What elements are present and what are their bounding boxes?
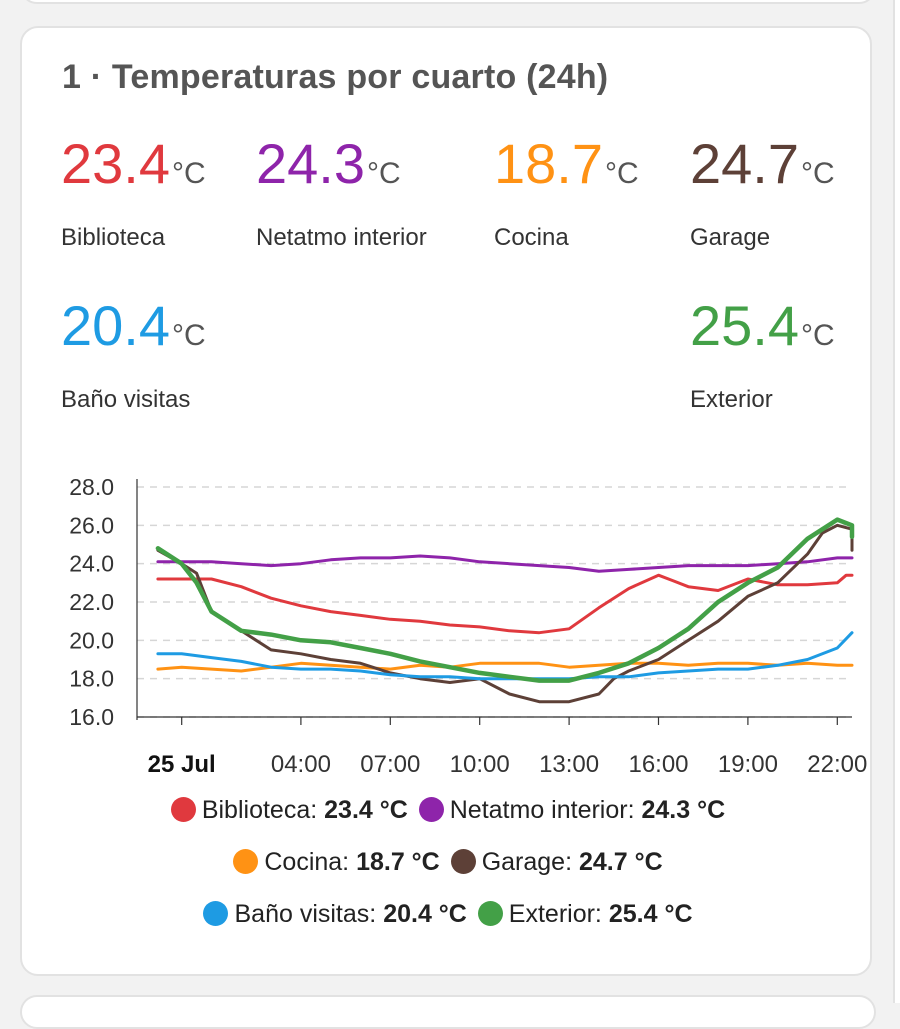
x-tick-label: 25 Jul: [148, 751, 216, 778]
reading-label: Biblioteca: [61, 224, 166, 251]
series-line-exterior: [155, 517, 855, 683]
temperature-card: 1 · Temperaturas por cuarto (24h) 23.4°C…: [20, 26, 872, 976]
reading-unit: °C: [605, 157, 639, 190]
legend-label: Garage:: [481, 848, 573, 876]
legend-item-cocina[interactable]: Cocina: 18.7 °C: [233, 848, 440, 877]
legend-label: Biblioteca:: [201, 796, 318, 824]
reading-value: 25.4: [690, 294, 799, 357]
reading-garage[interactable]: 24.7°C Garage: [690, 136, 835, 252]
y-tick-label: 24.0: [69, 551, 114, 577]
legend-dot: [477, 901, 503, 926]
reading-unit: °C: [367, 157, 401, 190]
x-tick-label: 22:00: [807, 751, 867, 778]
y-tick-label: 22.0: [69, 589, 114, 615]
series-line-netatmo-interior: [156, 554, 854, 573]
reading-value: 20.4: [61, 294, 170, 357]
legend-label: Baño visitas:: [234, 900, 377, 928]
reading-label: Exterior: [690, 386, 773, 413]
x-tick-label: 19:00: [718, 751, 778, 778]
legend-dot: [170, 797, 196, 822]
reading-label: Cocina: [494, 224, 569, 251]
legend-item-garage[interactable]: Garage: 24.7 °C: [450, 848, 663, 877]
series-line-garage: [156, 523, 854, 704]
next-card-edge: [20, 995, 876, 1029]
reading-value: 18.7: [494, 132, 603, 195]
legend-dot: [450, 849, 476, 874]
reading-exterior[interactable]: 25.4°C Exterior: [690, 298, 835, 414]
legend-dot: [418, 797, 444, 822]
reading-label: Netatmo interior: [256, 224, 427, 251]
reading-unit: °C: [172, 319, 206, 352]
legend-row-2: Cocina: 18.7 °C Garage: 24.7 °C: [22, 848, 874, 877]
reading-label: Garage: [690, 224, 771, 251]
legend-value: 20.4 °C: [383, 900, 467, 928]
series-line-biblioteca: [156, 573, 854, 635]
legend-item-exterior[interactable]: Exterior: 25.4 °C: [477, 900, 693, 929]
reading-unit: °C: [172, 157, 206, 190]
reading-bano-visitas[interactable]: 20.4°C Baño visitas: [61, 298, 206, 414]
reading-label: Baño visitas: [61, 386, 191, 413]
reading-value: 24.3: [256, 132, 365, 195]
legend-row-1: Biblioteca: 23.4 °C Netatmo interior: 24…: [22, 796, 874, 825]
x-tick-label: 07:00: [360, 751, 420, 778]
temperature-line-chart[interactable]: 16.0 18.0 20.0 22.0 24.0 26.0 28.0 25 Jul 04:00 0…: [22, 28, 874, 788]
y-tick-label: 18.0: [69, 666, 114, 692]
legend-value: 23.4 °C: [324, 796, 408, 824]
legend-value: 24.7 °C: [578, 848, 663, 876]
legend-label: Exterior:: [508, 900, 602, 928]
legend-item-biblioteca[interactable]: Biblioteca: 23.4 °C: [170, 796, 408, 825]
reading-unit: °C: [801, 319, 835, 352]
adjacent-card-edge: [893, 0, 900, 1003]
x-tick-label: 13:00: [539, 751, 599, 778]
previous-card-edge: [20, 0, 876, 4]
card-title: 1 · Temperaturas por cuarto (24h): [62, 58, 609, 96]
x-tick-label: 04:00: [271, 751, 331, 778]
reading-unit: °C: [801, 157, 835, 190]
legend-item-bano-visitas[interactable]: Baño visitas: 20.4 °C: [203, 900, 467, 929]
reading-netatmo-interior[interactable]: 24.3°C Netatmo interior: [256, 136, 427, 252]
x-tick-label: 10:00: [450, 751, 510, 778]
y-tick-label: 26.0: [69, 512, 114, 538]
reading-biblioteca[interactable]: 23.4°C Biblioteca: [61, 136, 206, 252]
legend-label: Netatmo interior:: [449, 796, 635, 824]
legend-label: Cocina:: [264, 848, 350, 876]
x-tick-label: 16:00: [628, 751, 688, 778]
reading-value: 24.7: [690, 132, 799, 195]
y-tick-label: 20.0: [69, 627, 114, 653]
legend-item-netatmo-interior[interactable]: Netatmo interior: 24.3 °C: [418, 796, 726, 825]
reading-value: 23.4: [61, 132, 170, 195]
legend-dot: [203, 901, 229, 926]
reading-cocina[interactable]: 18.7°C Cocina: [494, 136, 639, 252]
legend-row-3: Baño visitas: 20.4 °C Exterior: 25.4 °C: [22, 900, 874, 929]
legend-value: 24.3 °C: [641, 796, 726, 824]
legend-value: 25.4 °C: [608, 900, 693, 928]
legend-value: 18.7 °C: [356, 848, 440, 876]
legend-dot: [233, 849, 259, 874]
y-tick-label: 16.0: [69, 704, 114, 730]
y-tick-label: 28.0: [69, 474, 114, 500]
